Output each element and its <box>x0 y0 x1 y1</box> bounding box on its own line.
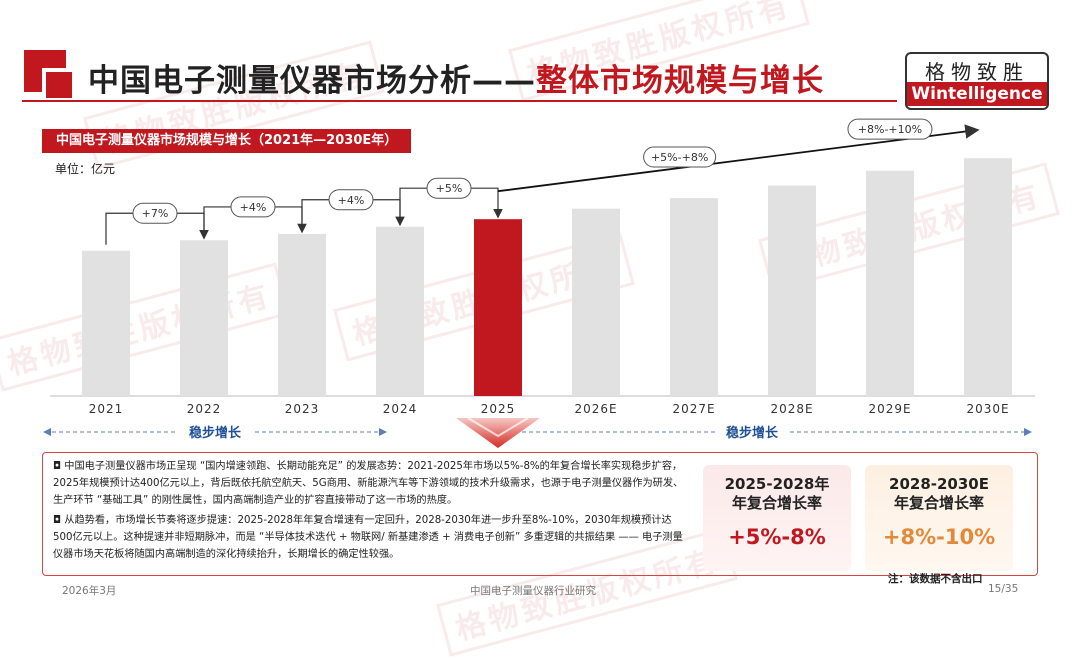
cagr-card-1-title: 2025-2028年 年复合增长率 <box>724 475 830 512</box>
growth-label: +4% <box>338 194 365 207</box>
x-tick-label: 2025 <box>481 402 516 416</box>
analysis-box: ◘ 中国电子测量仪器市场正呈现 “国内增速领跑、长期动能充足” 的发展态势：20… <box>42 452 1038 576</box>
phase-label-2: 稳步增长 <box>726 425 779 441</box>
x-tick-label: 2028E <box>770 402 813 416</box>
bar-2021 <box>82 250 130 396</box>
bar-2027E <box>670 198 718 396</box>
analysis-paragraph-1: ◘ 中国电子测量仪器市场正呈现 “国内增速领跑、长期动能充足” 的发展态势：20… <box>53 461 684 506</box>
growth-pill <box>132 202 178 224</box>
trend-pill <box>847 118 933 140</box>
x-tick-label: 2027E <box>672 402 715 416</box>
logo-cn-text: 格物致胜 <box>925 60 1029 84</box>
bar-chart: 2021 2022 2023 2024 2025 2026E 2027E 2028E 2029E… <box>43 118 1035 448</box>
cagr-card-1: 2025-2028年 年复合增长率 +5%-8% <box>703 465 851 571</box>
trend-label: +8%-+10% <box>858 123 922 136</box>
bar-2028E <box>768 185 816 396</box>
chart-title: 中国电子测量仪器市场规模与增长（2021年—2030E年） <box>42 129 412 153</box>
page-title: 中国电子测量仪器市场分析——整体市场规模与增长 <box>88 55 824 100</box>
growth-label: +7% <box>142 207 169 220</box>
x-tick-label: 2026E <box>574 402 617 416</box>
bar-2024 <box>376 226 424 396</box>
page-title-main: 中国电子测量仪器市场分析—— <box>88 63 536 99</box>
brand-logo: 格物致胜 Wintelligence <box>905 52 1049 110</box>
trend-pill <box>643 146 717 168</box>
bar-2026E <box>572 208 620 396</box>
bar-2030E <box>964 158 1012 396</box>
growth-pill <box>230 196 276 218</box>
bar-2022 <box>180 240 228 396</box>
footer-center: 中国电子测量仪器行业研究 <box>470 585 596 597</box>
phase-label-1: 稳步增长 <box>189 425 242 441</box>
title-underline <box>22 100 897 102</box>
phase-divider-chevron <box>467 417 529 438</box>
growth-pill <box>426 177 472 199</box>
bar-2023 <box>278 233 326 396</box>
footer-date: 2026年3月 <box>62 585 117 597</box>
unit-label: 单位：亿元 <box>55 162 116 176</box>
cagr-card-2-value: +8%-10% <box>882 525 996 549</box>
page-number: 15/35 <box>988 583 1019 595</box>
phase-divider-chevron <box>456 418 540 448</box>
page-title-accent: 整体市场规模与增长 <box>536 63 824 99</box>
x-tick-label: 2023 <box>285 402 320 416</box>
trend-arrow <box>497 124 980 193</box>
analysis-paragraph-2: ◘ 从趋势看，市场增长节奏将逐步提速：2025-2028年年复合增速有一定回升，… <box>53 515 683 560</box>
cagr-card-2: 2028-2030E 年复合增长率 +8%-10% <box>865 465 1013 571</box>
x-tick-label: 2029E <box>868 402 911 416</box>
data-note: 注：该数据不含出口 <box>888 573 983 585</box>
growth-pill <box>328 189 374 211</box>
cagr-card-2-title: 2028-2030E 年复合增长率 <box>889 475 989 512</box>
x-tick-label: 2021 <box>89 402 124 416</box>
x-tick-label: 2030E <box>966 402 1009 416</box>
x-tick-label: 2022 <box>187 402 222 416</box>
growth-label: +5% <box>436 182 463 195</box>
bar-2025 <box>474 219 522 396</box>
growth-label: +4% <box>240 201 267 214</box>
x-tick-label: 2024 <box>383 402 418 416</box>
bar-2029E <box>866 170 914 396</box>
trend-label: +5%-+8% <box>651 151 708 164</box>
title-decoration <box>46 72 72 98</box>
logo-en-text: Wintelligence <box>907 82 1047 106</box>
cagr-card-1-value: +5%-8% <box>728 525 826 549</box>
